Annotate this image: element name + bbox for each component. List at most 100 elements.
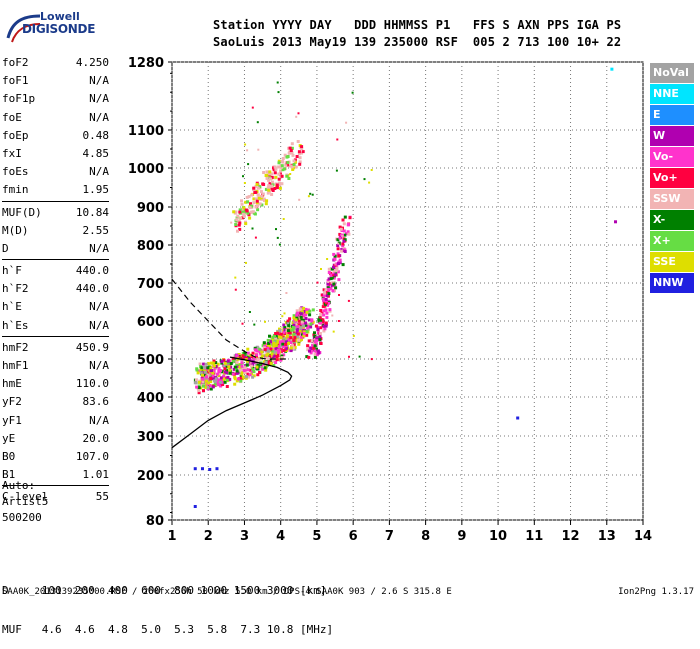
echo-point [236,354,240,358]
echo-point [293,336,297,340]
echo-point [333,283,337,287]
echo-point [243,369,247,373]
echo-point [287,336,291,340]
echo-point [262,183,266,186]
echo-point [309,351,313,355]
echo-point [216,362,220,366]
echo-point [283,326,287,330]
param-row: foF1p N/A [2,90,109,108]
echo-point [299,145,303,149]
echo-point [329,286,333,290]
echo-point [298,308,302,312]
echo-point [315,353,319,357]
echo-point [326,302,329,306]
echo-point [276,348,280,352]
echo-point [228,359,232,363]
echo-point [271,347,275,351]
echo-point [295,336,299,340]
echo-point [289,337,293,341]
param-value: N/A [89,241,109,255]
echo-point [322,299,326,303]
echo-point [268,334,271,338]
echo-point [214,380,218,384]
echo-point [298,331,302,335]
echo-point [281,342,285,346]
legend-item-vo-plus: Vo+ [650,168,694,188]
echo-point [284,163,288,167]
echo-point [208,376,212,380]
echo-point [240,202,244,206]
echo-point [269,360,273,364]
echo-point [308,349,311,353]
echo-point [295,313,299,317]
y-tick-label: 300 [137,430,164,445]
echo-point [201,377,205,381]
echo-point [333,255,337,259]
echo-point [199,365,203,369]
echo-point [339,227,343,231]
echo-point [274,182,278,186]
echo-point [256,364,260,368]
echo-point [299,330,303,334]
param-value: 2.55 [82,223,110,237]
echo-point [259,195,263,198]
echo-point [286,337,290,341]
echo-point [315,336,319,340]
echo-point [252,360,256,364]
echo-point [313,344,317,348]
echo-point [318,321,322,325]
echo-point [213,379,216,383]
echo-point [334,269,338,273]
echo-point [217,367,221,370]
echo-point [231,359,235,363]
echo-point [269,342,273,345]
echo-point [314,342,318,346]
echo-point [273,350,277,354]
echo-point [222,358,225,362]
echo-point [295,328,299,332]
echo-point [203,375,207,379]
param-name: h`E [2,300,22,314]
echo-point [254,197,258,201]
echo-point [225,379,229,383]
echo-point [302,309,306,313]
echo-point [240,361,244,365]
echo-point [268,347,272,351]
echo-point [206,379,210,383]
param-value: 1.95 [82,183,110,197]
echo-point [237,219,241,223]
echo-point [300,331,304,335]
echo-point [294,322,298,326]
echo-point [272,168,276,172]
echo-point [223,371,226,375]
echo-point [307,339,311,343]
echo-point [287,331,291,335]
echo-point [288,347,292,351]
echo-point [324,299,328,303]
echo-point [610,67,614,71]
echo-point [228,377,232,381]
echo-point [296,140,300,143]
echo-point [242,214,246,218]
echo-point [248,311,251,313]
echo-point [261,192,265,196]
param-row: fxI 4.85 [2,145,109,163]
echo-point [245,375,248,379]
echo-point [292,163,296,166]
echo-point [277,348,281,352]
echo-point [273,348,277,352]
echo-point [279,165,283,169]
echo-point [270,345,274,349]
echo-point [370,169,373,171]
echo-point [262,362,266,366]
echo-point [231,360,234,364]
echo-point [275,339,279,343]
echo-point [235,371,239,375]
echo-point [303,310,307,314]
echo-point [233,382,237,386]
echo-point [284,321,288,325]
echo-point [323,301,327,305]
echo-point [280,348,283,352]
echo-point [264,365,267,369]
echo-point [202,367,206,371]
